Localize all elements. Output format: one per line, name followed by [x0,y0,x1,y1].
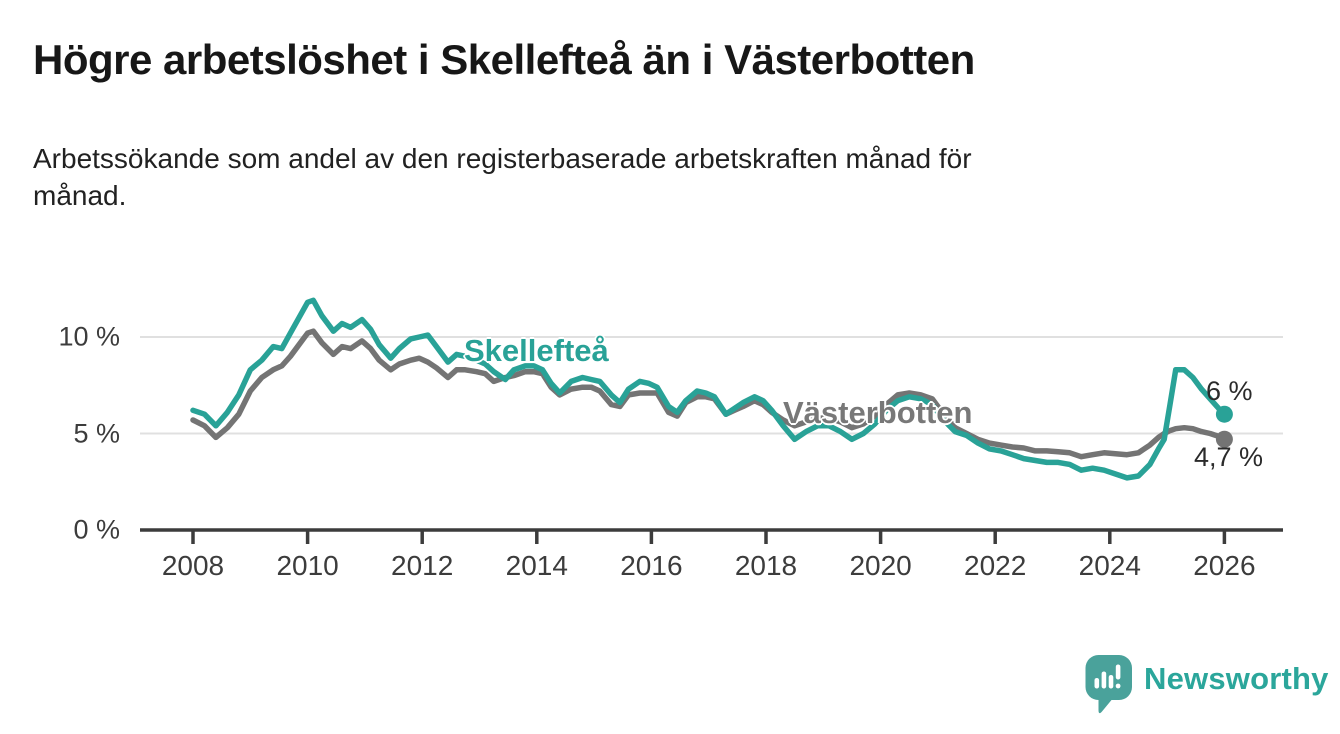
series-label-skelleftea: Skellefteå [464,333,609,368]
newsworthy-logo: Newsworthy [1085,655,1329,715]
x-tick-label-2020: 2020 [849,550,912,581]
x-tick-label-2024: 2024 [1078,550,1141,581]
subtitle-line-2: månad. [33,180,127,211]
x-tick-label-2010: 2010 [276,550,339,581]
y-tick-label-0: 0 % [73,514,120,545]
brand-name: Newsworthy [1144,661,1329,696]
y-tick-label-10: 10 % [58,321,120,352]
subtitle-line-1: Arbetssökande som andel av den registerb… [33,143,972,174]
x-tick-label-2022: 2022 [964,550,1027,581]
y-tick-label-5: 5 % [73,418,120,448]
series-line-skelleftea [190,297,1228,481]
series-line-vasterbotten [190,328,1228,460]
x-tick-label-2008: 2008 [161,550,225,581]
x-tick-label-2018: 2018 [734,550,798,581]
end-dot-skelleftea [1215,405,1233,423]
x-tick-label-2012: 2012 [391,550,454,581]
end-value-label-vasterbotten: 4,7 % [1194,442,1264,472]
end-dot-vasterbotten [1215,430,1233,448]
end-value-label-skelleftea: 6 % [1206,376,1253,406]
page-title: Högre arbetslöshet i Skellefteå än i Väs… [33,36,975,83]
x-tick-label-2016: 2016 [620,550,683,581]
x-tick-label-2014: 2014 [505,550,568,581]
chart-subtitle: Arbetssökande som andel av den registerb… [33,140,1233,214]
x-tick-label-2026: 2026 [1193,550,1256,581]
series-label-vasterbotten: Västerbotten [783,395,973,430]
newsworthy-bubble-chart-icon [1085,655,1132,714]
